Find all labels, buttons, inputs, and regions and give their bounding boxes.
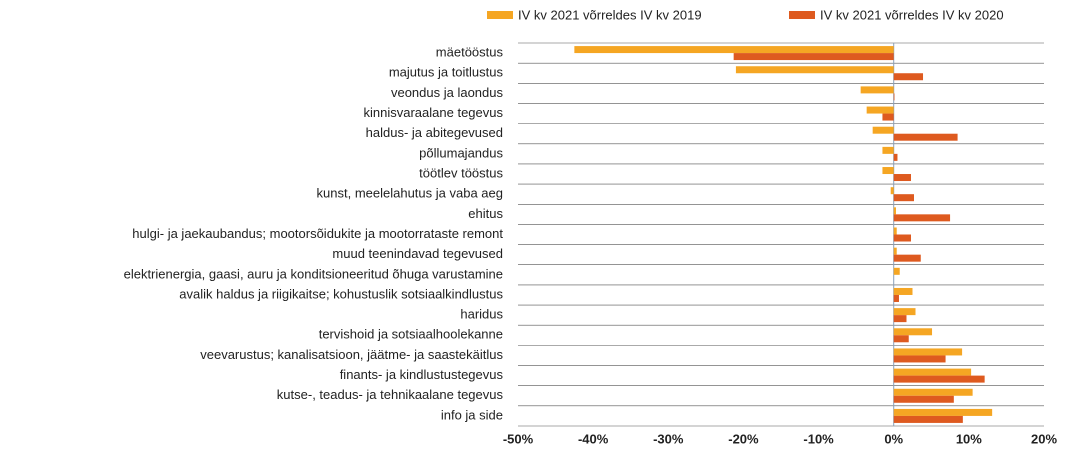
bar	[893, 388, 973, 396]
category-label: kutse-, teadus- ja tehnikaalane tegevus	[277, 387, 504, 402]
bar	[893, 375, 985, 383]
category-label: avalik haldus ja riigikaitse; kohustusli…	[179, 286, 503, 301]
bar	[893, 234, 911, 242]
category-label: ehitus	[468, 206, 503, 221]
bar	[893, 133, 958, 141]
x-tick-label: 20%	[1031, 431, 1057, 446]
bar	[735, 66, 894, 74]
legend-swatch	[487, 11, 513, 19]
category-label: põllumajandus	[419, 145, 503, 160]
category-label: veondus ja laondus	[391, 85, 504, 100]
category-label: elektrienergia, gaasi, auru ja konditsio…	[124, 266, 503, 281]
bar	[890, 187, 894, 195]
bar	[893, 73, 924, 81]
bar	[882, 113, 894, 121]
legend-swatch	[789, 11, 815, 19]
category-label: haridus	[460, 307, 503, 322]
category-label: hulgi- ja jaekaubandus; mootorsõidukite …	[132, 226, 503, 241]
bar	[893, 408, 993, 416]
category-label: töötlev tööstus	[419, 165, 503, 180]
bar	[893, 415, 963, 423]
bar	[893, 247, 897, 255]
bar	[866, 106, 894, 114]
x-tick-label: -10%	[803, 431, 834, 446]
x-tick-label: -50%	[503, 431, 534, 446]
bar	[893, 267, 900, 275]
bar	[893, 174, 911, 182]
bar	[893, 348, 963, 356]
x-tick-label: -40%	[578, 431, 609, 446]
category-label: finants- ja kindlustustegevus	[340, 367, 504, 382]
bar	[893, 368, 972, 376]
x-tick-label: 10%	[956, 431, 982, 446]
bar	[893, 254, 921, 262]
category-label: veevarustus; kanalisatsioon, jäätme- ja …	[200, 347, 503, 362]
bar	[893, 194, 915, 202]
bar	[872, 126, 894, 134]
bar	[893, 355, 946, 363]
legend-label: IV kv 2021 võrreldes IV kv 2019	[518, 7, 702, 22]
bar	[893, 395, 954, 403]
bar	[893, 227, 897, 235]
bar	[893, 308, 916, 316]
bar	[733, 53, 894, 61]
category-label: muud teenindavad tegevused	[332, 246, 503, 261]
x-tick-label: 0%	[884, 431, 903, 446]
bar	[893, 93, 895, 101]
x-tick-label: -30%	[653, 431, 684, 446]
category-label: kinnisvaraalane tegevus	[364, 105, 504, 120]
category-label: mäetööstus	[436, 45, 504, 60]
category-label: kunst, meelelahutus ja vaba aeg	[317, 186, 503, 201]
bar	[893, 207, 896, 215]
bar	[893, 287, 913, 295]
category-label: haldus- ja abitegevused	[366, 125, 503, 140]
bar	[860, 86, 894, 94]
category-label: info ja side	[441, 407, 503, 422]
bar	[893, 315, 907, 323]
x-tick-label: -20%	[728, 431, 759, 446]
category-label: tervishoid ja sotsiaalhoolekanne	[319, 327, 503, 342]
bar	[893, 335, 909, 343]
bar	[574, 46, 894, 54]
category-label: majutus ja toitlustus	[389, 65, 504, 80]
bar	[882, 146, 894, 154]
legend-label: IV kv 2021 võrreldes IV kv 2020	[820, 7, 1004, 22]
bar	[893, 294, 899, 302]
bar	[893, 153, 898, 161]
bar	[893, 214, 951, 222]
bar	[893, 328, 933, 336]
bar	[882, 167, 894, 175]
